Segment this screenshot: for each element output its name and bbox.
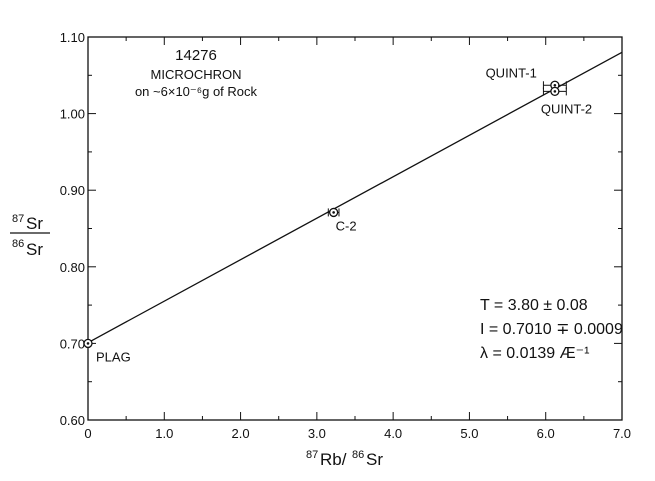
data-point-center xyxy=(553,83,557,87)
svg-text:86: 86 xyxy=(12,238,24,250)
x-tick-label: 5.0 xyxy=(460,426,478,441)
x-tick-label: 7.0 xyxy=(613,426,631,441)
svg-text:Sr: Sr xyxy=(26,214,43,233)
y-tick-label: 1.00 xyxy=(60,107,85,122)
y-tick-label: 1.10 xyxy=(60,30,85,45)
annotation-initial: I = 0.7010 ∓ 0.0009 xyxy=(480,321,623,338)
svg-text:Sr: Sr xyxy=(26,240,43,259)
y-tick-label: 0.90 xyxy=(60,183,85,198)
x-axis-label: 87 Rb/ 86 Sr xyxy=(306,449,383,469)
data-point-center xyxy=(86,342,90,345)
y-tick-label: 0.80 xyxy=(60,260,85,275)
svg-text:Sr: Sr xyxy=(366,450,383,469)
x-tick-label: 2.0 xyxy=(232,426,250,441)
x-tick-label: 0 xyxy=(84,426,91,441)
data-label: QUINT-1 xyxy=(486,65,537,80)
data-label: C-2 xyxy=(336,218,357,233)
y-tick-label: 0.70 xyxy=(60,336,85,351)
x-tick-label: 1.0 xyxy=(155,426,173,441)
chart-title: 14276 xyxy=(175,47,217,64)
x-tick-label: 4.0 xyxy=(384,426,402,441)
svg-text:86: 86 xyxy=(352,449,364,461)
data-label: PLAG xyxy=(96,349,131,364)
marks: PLAG C-2 QUINT-1 QUINT-2 xyxy=(83,51,623,364)
chart-subtitle: MICROCHRON xyxy=(151,67,242,82)
data-point-center xyxy=(553,90,557,93)
x-tick-label: 6.0 xyxy=(537,426,555,441)
data-point-center xyxy=(332,211,335,214)
annotation-age: T = 3.80 ± 0.08 xyxy=(480,297,588,314)
y-tick-label: 0.60 xyxy=(60,413,85,428)
svg-text:Rb/: Rb/ xyxy=(320,450,347,469)
y-axis-label: 87 Sr 86 Sr xyxy=(10,213,50,259)
data-label: QUINT-2 xyxy=(541,101,592,116)
x-tick-label: 3.0 xyxy=(308,426,326,441)
svg-text:87: 87 xyxy=(12,213,24,225)
chart-subtitle-2: on ~6×10⁻⁶g of Rock xyxy=(135,84,258,99)
svg-text:87: 87 xyxy=(306,449,318,461)
axes: 0 1.0 2.0 3.0 4.0 5.0 6.0 7.0 0.60 0.70 0.80 0.90 1.… xyxy=(60,30,631,441)
annotation-lambda: λ = 0.0139 Æ⁻¹ xyxy=(480,345,589,362)
isochron-fit-line xyxy=(87,51,623,344)
